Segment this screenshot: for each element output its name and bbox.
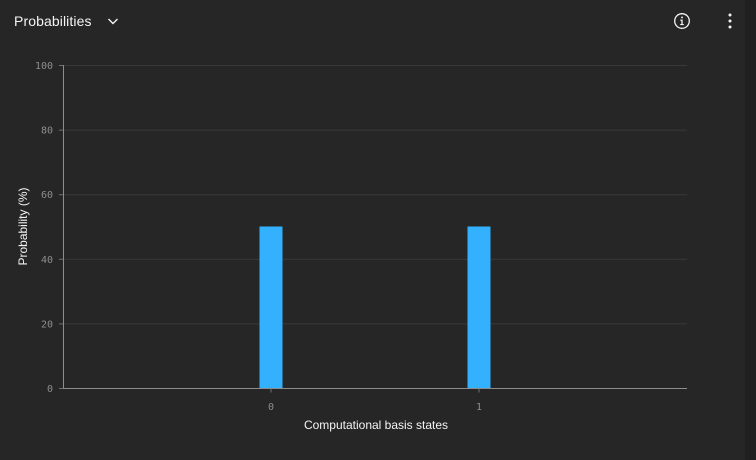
visualization-selector[interactable]: Probabilities: [14, 10, 120, 32]
panel-title: Probabilities: [14, 13, 92, 29]
bar: [259, 226, 283, 388]
scrollbar-track[interactable]: [745, 0, 756, 460]
y-tick-label: 40: [41, 255, 53, 266]
x-tick-label: 1: [476, 402, 482, 413]
y-tick-label: 100: [35, 61, 53, 72]
bar: [467, 226, 491, 388]
chevron-down-icon: [106, 14, 120, 28]
y-tick-label: 0: [47, 384, 53, 395]
bars: [259, 226, 491, 388]
overflow-menu-vertical-icon: [728, 13, 732, 29]
tick-labels: 0 20 40 60 80 100 0 1: [35, 61, 482, 413]
information-icon: [674, 13, 690, 29]
panel-header: Probabilities: [0, 0, 745, 42]
y-tick-label: 80: [41, 126, 53, 137]
overflow-menu-button[interactable]: [720, 11, 740, 31]
info-button[interactable]: [672, 11, 692, 31]
grid-lines: [59, 65, 687, 389]
x-tick-label: 0: [268, 402, 274, 413]
y-axis-label: Probability (%): [16, 187, 30, 265]
axes: [63, 65, 687, 393]
y-tick-label: 60: [41, 190, 53, 201]
y-tick-label: 20: [41, 319, 53, 330]
probability-bar-chart: 0 20 40 60 80 100 0 1 Probability (%) Computati…: [16, 61, 687, 432]
x-axis-label: Computational basis states: [304, 418, 448, 432]
